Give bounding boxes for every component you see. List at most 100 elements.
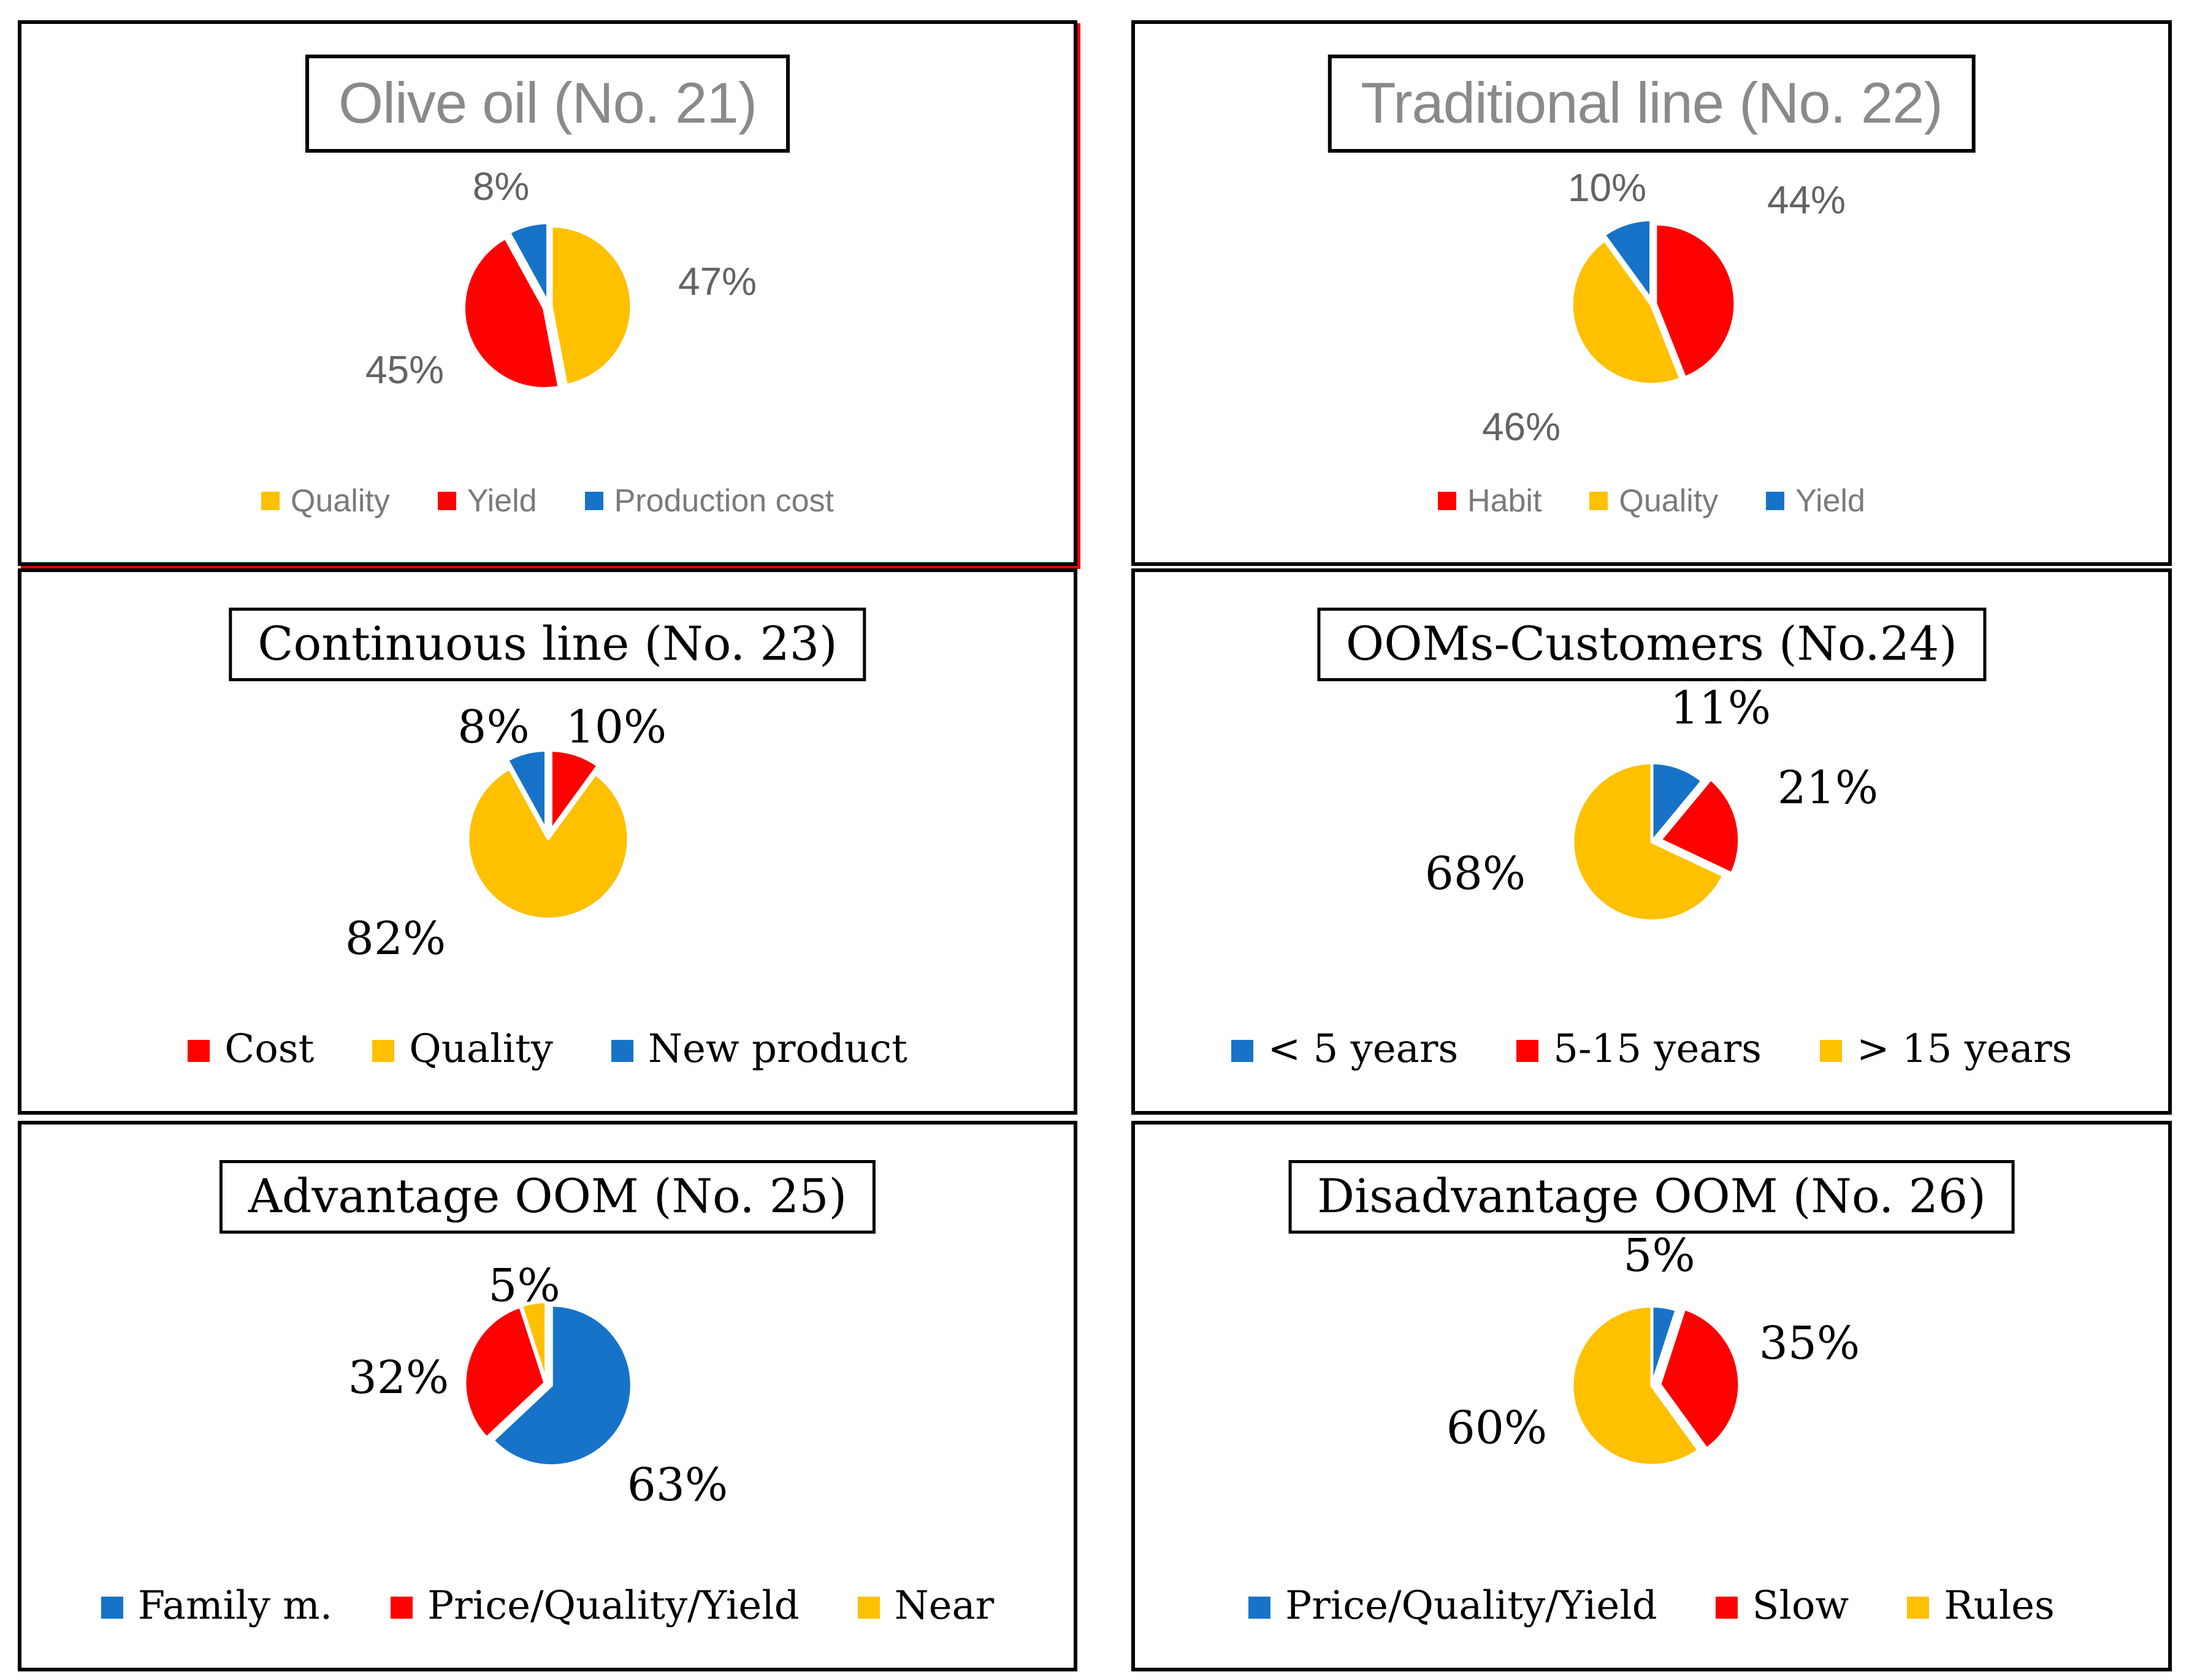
legend-swatch xyxy=(857,1597,880,1619)
legend-swatch xyxy=(372,1040,395,1062)
legend-item: Family m. xyxy=(101,1583,332,1628)
legend-item: Yield xyxy=(1766,483,1865,519)
chart-legend: Habit Quality Yield xyxy=(1135,483,2168,519)
pie-percent-label: 47% xyxy=(678,259,757,304)
legend-label: 5-15 years xyxy=(1553,1026,1762,1072)
legend-swatch xyxy=(1248,1597,1271,1619)
legend-label: Family m. xyxy=(137,1583,333,1628)
pie-percent-label: 46% xyxy=(1481,405,1561,449)
legend-label: Price/Quality/Yield xyxy=(1285,1583,1657,1628)
pie-percent-label: 44% xyxy=(1767,178,1846,222)
legend-swatch xyxy=(261,492,280,510)
chart-legend: Family m. Price/Quality/Yield Near xyxy=(21,1583,1074,1628)
legend-swatch xyxy=(1820,1040,1843,1062)
pie-percent-label: 68% xyxy=(1424,847,1526,900)
chart-title-box: Olive oil (No. 21) xyxy=(305,55,790,153)
legend-swatch xyxy=(437,492,456,510)
chart-legend: Price/Quality/Yield Slow Rules xyxy=(1135,1583,2168,1628)
legend-swatch xyxy=(1766,492,1785,510)
legend-label: Rules xyxy=(1944,1583,2055,1628)
pie-slice xyxy=(507,221,550,305)
pie-percent-label: 10% xyxy=(565,701,667,754)
legend-item: Production cost xyxy=(584,483,834,519)
chart-title: Advantage OOM (No. 25) xyxy=(248,1169,847,1223)
pie-percent-label: 32% xyxy=(348,1351,449,1404)
pie-slice xyxy=(1650,761,1704,844)
legend-label: Slow xyxy=(1752,1583,1849,1628)
legend-item: Price/Quality/Yield xyxy=(391,1583,800,1628)
legend-item: Rules xyxy=(1907,1583,2055,1628)
legend-swatch xyxy=(101,1597,123,1619)
legend-item: 5-15 years xyxy=(1516,1026,1762,1072)
legend-item: Cost xyxy=(188,1026,314,1072)
legend-item: Quality xyxy=(372,1026,553,1072)
pie-slice xyxy=(466,766,630,921)
pie-percent-label: 35% xyxy=(1759,1317,1860,1370)
legend-item: Quality xyxy=(1589,483,1718,519)
legend-label: Quality xyxy=(291,483,390,519)
pie-slice xyxy=(1570,239,1683,386)
pie-percent-label: 8% xyxy=(457,701,530,754)
chart-title-box: OOMs-Customers (No.24) xyxy=(1316,608,1987,681)
pie-percent-label: 82% xyxy=(345,912,446,965)
legend-label: Cost xyxy=(224,1026,315,1072)
pie-slice xyxy=(1570,1304,1700,1467)
pie-slice xyxy=(463,1305,547,1440)
legend-swatch xyxy=(1715,1597,1738,1619)
legend-label: New product xyxy=(648,1026,907,1072)
legend-label: Habit xyxy=(1467,483,1542,519)
pie-chart xyxy=(463,1300,633,1468)
legend-label: Near xyxy=(894,1583,995,1628)
chart-panel-disadvantage-oom: Disadvantage OOM (No. 26) 5% 35% 60% Pri… xyxy=(1131,1121,2172,1671)
pie-percent-label: 5% xyxy=(488,1259,560,1312)
pie-percent-label: 63% xyxy=(627,1459,728,1511)
chart-title: OOMs-Customers (No.24) xyxy=(1345,616,1958,671)
pie-chart xyxy=(462,221,633,391)
legend-label: < 5 years xyxy=(1267,1026,1459,1072)
pie-percent-label: 10% xyxy=(1567,166,1647,210)
legend-swatch xyxy=(188,1040,210,1062)
chart-legend: < 5 years 5-15 years > 15 years xyxy=(1135,1026,2168,1072)
chart-panel-ooms-customers: OOMs-Customers (No.24) 11% 21% 68% < 5 y… xyxy=(1131,568,2172,1115)
pie-slice xyxy=(1659,777,1741,876)
pie-slice xyxy=(549,749,600,833)
legend-label: Quality xyxy=(409,1026,553,1072)
pie-slice xyxy=(491,1304,633,1468)
chart-title: Olive oil (No. 21) xyxy=(338,71,757,135)
legend-label: > 15 years xyxy=(1857,1026,2072,1072)
chart-legend: Cost Quality New product xyxy=(21,1026,1074,1072)
chart-title: Continuous line (No. 23) xyxy=(258,616,838,671)
legend-item: Near xyxy=(857,1583,995,1628)
pie-chart xyxy=(1571,761,1741,923)
chart-legend: Quality Yield Production cost xyxy=(21,483,1074,519)
legend-label: Production cost xyxy=(614,483,834,519)
pie-percent-label: 5% xyxy=(1623,1229,1695,1282)
legend-swatch xyxy=(611,1040,633,1062)
pie-percent-label: 21% xyxy=(1777,762,1879,814)
pie-slice xyxy=(1658,1307,1741,1451)
chart-title-box: Advantage OOM (No. 25) xyxy=(219,1160,876,1234)
legend-swatch xyxy=(391,1597,413,1619)
legend-swatch xyxy=(1438,492,1457,510)
chart-panel-advantage-oom: Advantage OOM (No. 25) 63% 32% 5% Family… xyxy=(18,1121,1077,1671)
chart-title-box: Traditional line (No. 22) xyxy=(1328,55,1976,153)
legend-label: Quality xyxy=(1619,483,1719,519)
chart-title-box: Continuous line (No. 23) xyxy=(229,608,866,681)
pie-percent-label: 8% xyxy=(472,164,530,208)
legend-label: Price/Quality/Yield xyxy=(427,1583,800,1628)
legend-swatch xyxy=(1516,1040,1539,1062)
legend-item: Quality xyxy=(261,483,390,519)
legend-item: Slow xyxy=(1715,1583,1849,1628)
pie-slice xyxy=(505,748,548,832)
pie-slice xyxy=(519,1300,548,1384)
pie-percent-label: 11% xyxy=(1670,682,1771,735)
pie-chart xyxy=(1570,218,1737,386)
legend-label: Yield xyxy=(467,483,537,519)
chart-title-box: Disadvantage OOM (No. 26) xyxy=(1288,1160,2015,1234)
chart-panel-traditional-line: Traditional line (No. 22) 44% 46% 10% Ha… xyxy=(1131,20,2172,566)
pie-slice xyxy=(1654,222,1737,380)
legend-swatch xyxy=(1589,492,1608,510)
pie-percent-label: 45% xyxy=(365,348,445,392)
legend-swatch xyxy=(1907,1597,1930,1619)
chart-panel-olive-oil: Olive oil (No. 21) 47% 45% 8% Quality Yi… xyxy=(18,20,1077,566)
